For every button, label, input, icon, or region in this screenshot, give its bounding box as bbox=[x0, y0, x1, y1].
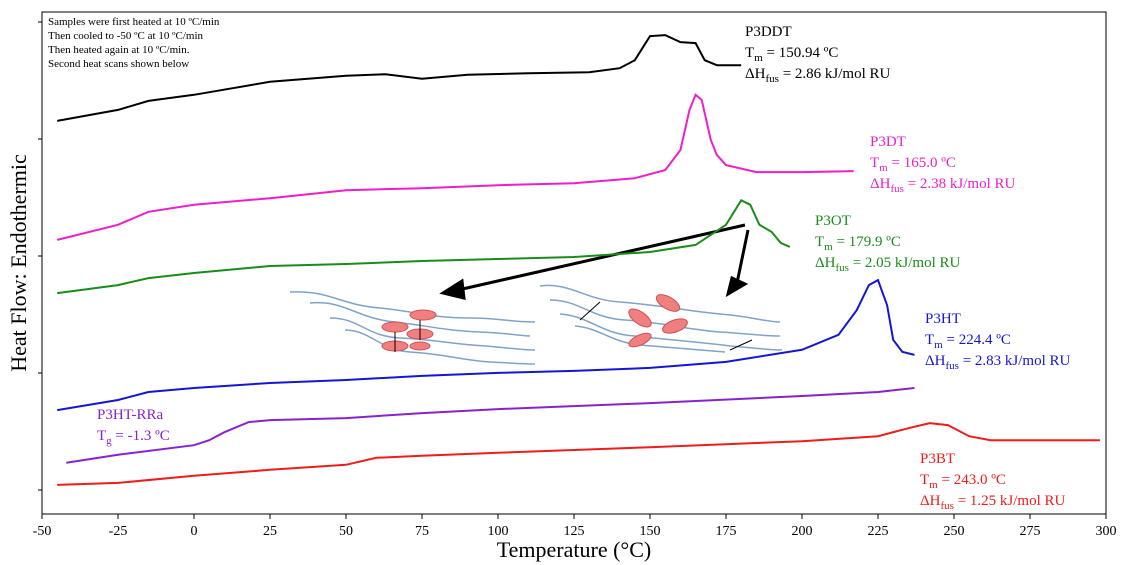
curve-label: P3HT-RRa bbox=[97, 407, 163, 423]
curve-annotation: ΔHfus = 2.38 kJ/mol RU bbox=[870, 176, 1015, 195]
subscript: fus bbox=[835, 262, 848, 274]
subscript: m bbox=[879, 162, 888, 174]
curve bbox=[57, 422, 1100, 486]
value-text: = -1.3 ºC bbox=[112, 428, 170, 444]
x-tick-label: 100 bbox=[488, 524, 509, 539]
note-line: Second heat scans shown below bbox=[48, 58, 189, 70]
x-tick-label: 275 bbox=[1020, 524, 1041, 539]
symbol: ΔH bbox=[870, 176, 891, 192]
x-axis-title: Temperature (°C) bbox=[497, 537, 651, 562]
curve-annotation: Tm = 243.0 ºC bbox=[920, 472, 1006, 491]
symbol: T bbox=[870, 155, 879, 171]
curve bbox=[56, 93, 854, 241]
curve-annotation: ΔHfus = 1.25 kJ/mol RU bbox=[920, 493, 1065, 512]
value-text: = 1.25 kJ/mol RU bbox=[954, 493, 1066, 509]
curve-annotation: Tg = -1.3 ºC bbox=[97, 428, 170, 447]
value-text: = 150.94 ºC bbox=[763, 45, 839, 61]
x-tick-label: 125 bbox=[564, 524, 585, 539]
curve-label: P3HT bbox=[925, 311, 961, 327]
x-tick-label: 250 bbox=[944, 524, 965, 539]
subscript: fus bbox=[940, 500, 953, 512]
symbol: T bbox=[97, 428, 106, 444]
note-line: Samples were first heated at 10 ºC/min bbox=[48, 16, 220, 28]
subscript: fus bbox=[945, 360, 958, 372]
symbol: ΔH bbox=[925, 353, 946, 369]
subscript: fus bbox=[890, 183, 903, 195]
curve-label: P3DDT bbox=[745, 24, 792, 40]
symbol: ΔH bbox=[920, 493, 941, 509]
y-ticks bbox=[38, 21, 42, 491]
subscript: m bbox=[754, 52, 763, 64]
note-line: Then heated again at 10 ºC/min. bbox=[48, 44, 190, 56]
symbol: ΔH bbox=[815, 255, 836, 271]
curve-label: P3DT bbox=[870, 134, 906, 150]
curve-annotation: Tm = 165.0 ºC bbox=[870, 155, 956, 174]
curve-annotation: ΔHfus = 2.83 kJ/mol RU bbox=[925, 353, 1070, 372]
subscript: g bbox=[106, 435, 112, 447]
value-text: = 2.83 kJ/mol RU bbox=[959, 353, 1071, 369]
symbol: T bbox=[925, 332, 934, 348]
value-text: = 2.38 kJ/mol RU bbox=[904, 176, 1016, 192]
symbol: ΔH bbox=[745, 66, 766, 82]
value-text: = 2.86 kJ/mol RU bbox=[779, 66, 891, 82]
x-tick-label: -25 bbox=[109, 524, 128, 539]
chain-illustration bbox=[289, 284, 783, 365]
symbol: T bbox=[745, 45, 754, 61]
curve bbox=[57, 199, 791, 295]
note-line: Then cooled to -50 ºC at 10 ºC/min bbox=[48, 30, 203, 42]
subscript: m bbox=[934, 339, 943, 351]
curve bbox=[66, 387, 915, 464]
x-tick-label: 0 bbox=[191, 524, 198, 539]
value-text: = 165.0 ºC bbox=[888, 155, 956, 171]
value-text: = 243.0 ºC bbox=[938, 472, 1006, 488]
curve-annotation: Tm = 224.4 ºC bbox=[925, 332, 1011, 351]
x-tick-label: 225 bbox=[868, 524, 889, 539]
curve bbox=[57, 278, 915, 412]
curve-annotation: ΔHfus = 2.86 kJ/mol RU bbox=[745, 66, 890, 85]
symbol: T bbox=[920, 472, 929, 488]
x-tick-label: 50 bbox=[339, 524, 353, 539]
value-text: = 2.05 kJ/mol RU bbox=[849, 255, 961, 271]
curve-label: P3OT bbox=[815, 213, 851, 229]
value-text: = 179.9 ºC bbox=[833, 234, 901, 250]
x-tick-label: 300 bbox=[1096, 524, 1117, 539]
curve bbox=[57, 34, 742, 122]
arrows bbox=[439, 223, 750, 300]
subscript: fus bbox=[765, 73, 778, 85]
curve-label: P3BT bbox=[920, 451, 955, 467]
x-tick-label: 150 bbox=[640, 524, 661, 539]
y-axis-title: Heat Flow: Endothermic bbox=[6, 154, 31, 372]
x-tick-label: 75 bbox=[415, 524, 429, 539]
symbol: T bbox=[815, 234, 824, 250]
curve-annotation: Tm = 179.9 ºC bbox=[815, 234, 901, 253]
value-text: = 224.4 ºC bbox=[943, 332, 1011, 348]
curve-annotation: ΔHfus = 2.05 kJ/mol RU bbox=[815, 255, 960, 274]
x-tick-label: 175 bbox=[716, 524, 737, 539]
x-tick-label: -50 bbox=[33, 524, 52, 539]
curve-annotation: Tm = 150.94 ºC bbox=[745, 45, 838, 64]
x-tick-label: 25 bbox=[263, 524, 277, 539]
x-tick-label: 200 bbox=[792, 524, 813, 539]
subscript: m bbox=[929, 479, 938, 491]
subscript: m bbox=[824, 241, 833, 253]
